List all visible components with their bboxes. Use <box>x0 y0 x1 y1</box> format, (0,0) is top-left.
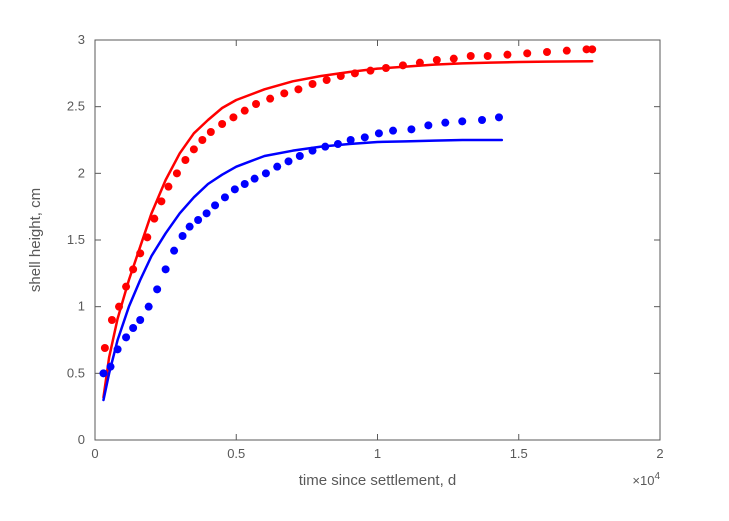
red-scatter-point <box>337 72 345 80</box>
blue-scatter-point <box>321 143 329 151</box>
red-scatter-point <box>588 45 596 53</box>
x-axis-label: time since settlement, d <box>299 472 457 489</box>
x-tick-label: 1 <box>374 446 381 461</box>
y-tick-label: 1.5 <box>67 232 85 247</box>
red-scatter-point <box>484 52 492 60</box>
blue-scatter-point <box>129 324 137 332</box>
red-scatter-point <box>252 100 260 108</box>
red-scatter-point <box>366 67 374 75</box>
red-scatter-point <box>523 49 531 57</box>
blue-scatter-point <box>211 201 219 209</box>
red-line <box>103 61 592 397</box>
blue-scatter-point <box>251 175 259 183</box>
red-scatter-point <box>136 249 144 257</box>
red-scatter-point <box>101 344 109 352</box>
blue-scatter-point <box>179 232 187 240</box>
red-scatter-point <box>164 183 172 191</box>
red-scatter-point <box>266 95 274 103</box>
red-scatter-point <box>218 120 226 128</box>
y-tick-label: 2.5 <box>67 99 85 114</box>
red-scatter-point <box>122 283 130 291</box>
red-scatter-point <box>115 303 123 311</box>
x-tick-label: 0.5 <box>227 446 245 461</box>
red-scatter-point <box>181 156 189 164</box>
blue-scatter-point <box>99 369 107 377</box>
blue-scatter-point <box>145 303 153 311</box>
blue-scatter-point <box>458 117 466 125</box>
x-tick-label: 2 <box>656 446 663 461</box>
blue-scatter-point <box>162 265 170 273</box>
blue-scatter-point <box>107 363 115 371</box>
red-scatter-point <box>294 85 302 93</box>
red-scatter-point <box>467 52 475 60</box>
blue-scatter-point <box>136 316 144 324</box>
red-scatter-point <box>563 47 571 55</box>
chart-container: 0 0.5 1 1.5 2 0 0.5 1 1.5 2 2.5 3 time since settlem… <box>0 0 729 521</box>
y-axis-label: shell height, cm <box>27 188 44 292</box>
growth-chart: 0 0.5 1 1.5 2 0 0.5 1 1.5 2 2.5 3 time since settlem… <box>0 0 729 521</box>
blue-scatter-point <box>375 129 383 137</box>
blue-scatter-point <box>495 113 503 121</box>
red-scatter-point <box>190 145 198 153</box>
blue-scatter-point <box>114 345 122 353</box>
y-tick-label: 1 <box>78 299 85 314</box>
blue-scatter-point <box>285 157 293 165</box>
red-scatter-point <box>157 197 165 205</box>
red-scatter-point <box>207 128 215 136</box>
blue-scatter-point <box>170 247 178 255</box>
y-tick-label: 2 <box>78 165 85 180</box>
y-tick-label: 0 <box>78 432 85 447</box>
blue-scatter-point <box>273 163 281 171</box>
blue-scatter-point <box>407 125 415 133</box>
blue-scatter-point <box>361 133 369 141</box>
blue-scatter-point <box>334 140 342 148</box>
blue-scatter-point <box>221 193 229 201</box>
red-scatter-point <box>399 61 407 69</box>
red-scatter-point <box>323 76 331 84</box>
x-tick-label: 0 <box>91 446 98 461</box>
red-scatter-point <box>229 113 237 121</box>
blue-scatter-point <box>441 119 449 127</box>
red-scatter-point <box>280 89 288 97</box>
blue-scatter-point <box>122 333 130 341</box>
red-scatter-point <box>433 56 441 64</box>
red-scatter-point <box>108 316 116 324</box>
y-tick-label: 3 <box>78 32 85 47</box>
x-exponent-label: ×104 <box>632 471 660 488</box>
blue-scatter-point <box>309 147 317 155</box>
x-tick-label: 1.5 <box>510 446 528 461</box>
blue-scatter-point <box>389 127 397 135</box>
blue-scatter-point <box>231 185 239 193</box>
blue-scatter-point <box>478 116 486 124</box>
blue-scatter-point <box>194 216 202 224</box>
red-scatter-point <box>198 136 206 144</box>
red-scatter-point <box>129 265 137 273</box>
blue-scatter-point <box>262 169 270 177</box>
blue-scatter-point <box>424 121 432 129</box>
plot-box <box>95 40 660 440</box>
red-scatter-point <box>450 55 458 63</box>
red-scatter-point <box>543 48 551 56</box>
red-scatter-point <box>351 69 359 77</box>
blue-scatter-point <box>203 209 211 217</box>
red-scatter-point <box>503 51 511 59</box>
y-tick-label: 0.5 <box>67 365 85 380</box>
red-scatter-point <box>150 215 158 223</box>
red-scatter-point <box>173 169 181 177</box>
red-scatter-point <box>416 59 424 67</box>
red-scatter-point <box>382 64 390 72</box>
blue-scatter-point <box>186 223 194 231</box>
red-scatter-point <box>241 107 249 115</box>
blue-scatter-point <box>296 152 304 160</box>
red-scatter-point <box>143 233 151 241</box>
red-scatter-point <box>309 80 317 88</box>
blue-scatter-point <box>347 136 355 144</box>
blue-scatter-point <box>241 180 249 188</box>
blue-scatter-point <box>153 285 161 293</box>
